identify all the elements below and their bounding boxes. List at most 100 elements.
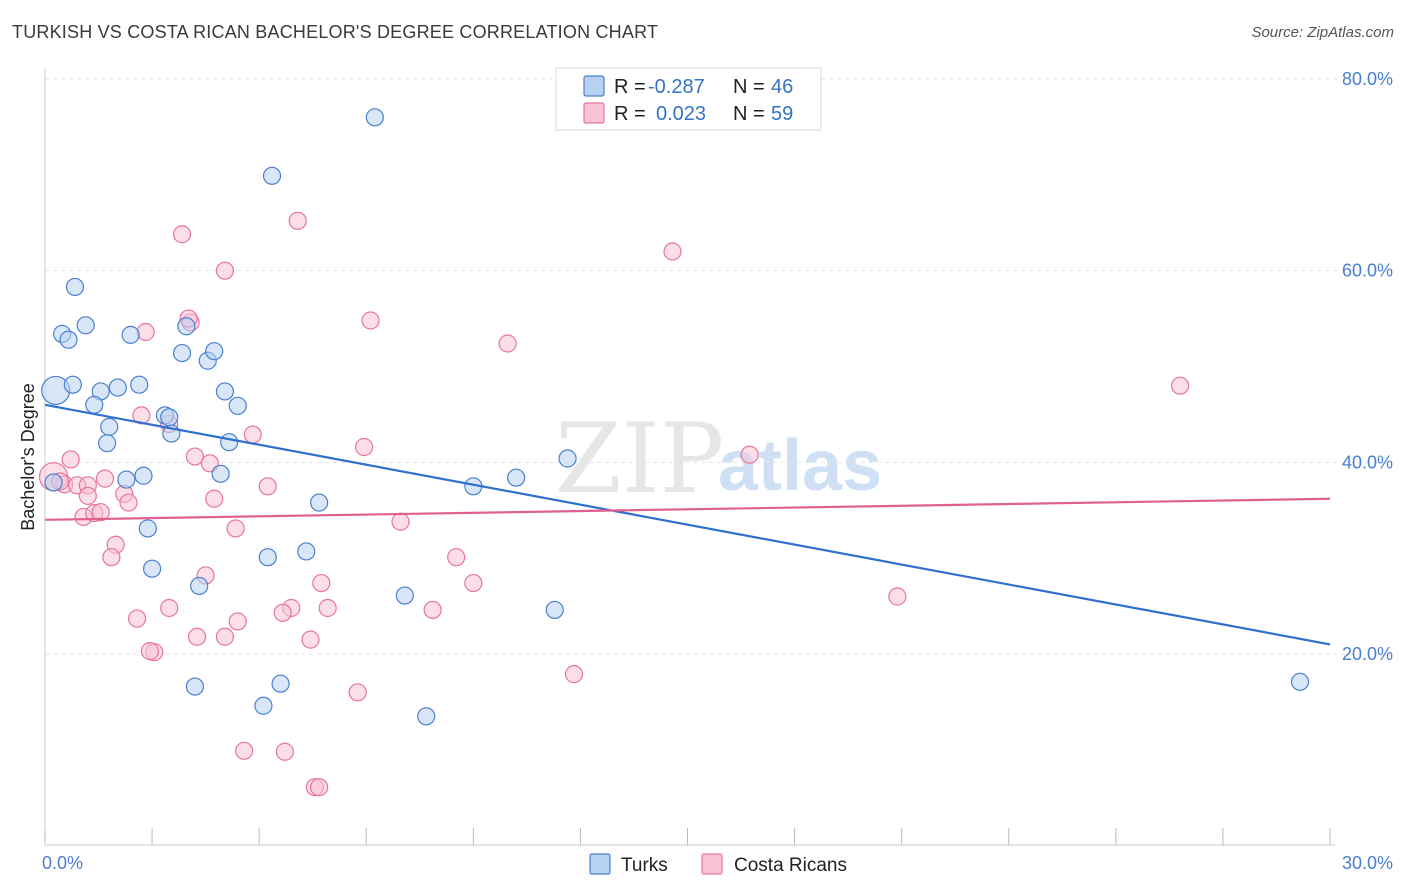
data-point [172, 343, 192, 363]
data-point [98, 434, 117, 453]
chart-title: TURKISH VS COSTA RICAN BACHELOR'S DEGREE… [12, 22, 659, 42]
data-point [100, 417, 119, 436]
data-point [228, 396, 247, 415]
x-tick-labels: 0.0% 30.0% [42, 853, 1393, 873]
data-point [262, 166, 282, 185]
data-point [65, 277, 85, 297]
x-ticks [44, 828, 1331, 845]
data-point [663, 242, 682, 261]
data-point [297, 542, 316, 561]
data-point [119, 493, 138, 512]
data-point [177, 317, 196, 336]
data-point [130, 375, 149, 394]
data-point [355, 437, 374, 457]
x-tick-label: 0.0% [42, 853, 83, 873]
data-point [545, 600, 564, 620]
legend-turks-r-label: R = [614, 76, 646, 98]
data-point [215, 627, 234, 646]
data-point [1170, 376, 1190, 395]
axes [44, 68, 1335, 846]
data-point [564, 665, 584, 684]
data-point [140, 642, 160, 661]
data-point [361, 311, 380, 330]
data-point [740, 445, 759, 464]
data-point [447, 548, 466, 567]
legend-turks-n-label: N = [733, 76, 765, 98]
data-point [211, 464, 230, 483]
data-point [888, 587, 907, 606]
bottom-legend-costa-label: Costa Ricans [734, 855, 847, 876]
data-point [78, 486, 97, 505]
data-point [59, 330, 78, 349]
data-point [127, 609, 147, 628]
costa-trend-line [44, 497, 1331, 521]
turks-points [41, 74, 1310, 726]
data-point [108, 378, 127, 397]
y-tick-labels: 20.0% 40.0% 60.0% 80.0% [1342, 69, 1393, 664]
data-point [310, 778, 329, 797]
data-point [138, 519, 157, 538]
data-point [312, 573, 331, 593]
data-point [76, 316, 95, 335]
legend-costa-r-label: R = [614, 103, 646, 125]
y-tick-label: 40.0% [1342, 452, 1393, 472]
data-point [258, 477, 277, 496]
data-point [365, 108, 384, 127]
data-point [205, 342, 224, 361]
bottom-legend: Turks Costa Ricans [589, 853, 847, 876]
data-point [117, 470, 136, 489]
trend-lines [44, 403, 1331, 646]
legend-costa-r-value: 0.023 [656, 103, 706, 125]
data-point [348, 683, 367, 702]
data-point [271, 674, 290, 693]
data-point [243, 425, 262, 444]
data-point [160, 408, 179, 427]
legend-turks-r-value: -0.287 [648, 76, 705, 98]
data-point [190, 576, 209, 596]
data-point [417, 707, 436, 726]
data-point [275, 742, 294, 761]
data-point [464, 573, 483, 593]
legend-turks-swatch [583, 75, 605, 97]
bottom-legend-costa-swatch [701, 853, 723, 875]
legend-costa-n-label: N = [733, 103, 765, 125]
data-point [160, 598, 179, 618]
data-point [187, 627, 207, 646]
data-point [310, 493, 329, 512]
x-tick-label: 30.0% [1342, 853, 1393, 873]
data-point [215, 261, 234, 280]
data-point [228, 612, 247, 631]
data-point [318, 598, 337, 618]
data-point [558, 449, 577, 468]
data-point [121, 325, 140, 344]
watermark-zip: ZIP [555, 403, 724, 515]
data-point [95, 469, 115, 488]
watermark-atlas: atlas [718, 426, 882, 506]
data-point [142, 559, 162, 578]
data-point [215, 382, 234, 401]
data-point [172, 225, 192, 244]
data-point [423, 600, 442, 620]
y-axis-label: Bachelor's Degree [18, 383, 38, 531]
data-point [235, 741, 254, 760]
data-point [1290, 672, 1310, 691]
data-point [507, 468, 526, 487]
data-point [61, 450, 80, 469]
data-point [301, 630, 320, 649]
data-point [91, 503, 110, 522]
gridlines [45, 78, 1392, 655]
legend-costa-n-value: 59 [771, 103, 793, 125]
data-point [226, 519, 245, 538]
data-point [220, 433, 239, 452]
data-point [273, 603, 292, 622]
data-point [498, 334, 517, 353]
data-point [134, 466, 153, 485]
costa-ricans-points [38, 211, 1190, 797]
bottom-legend-turks-label: Turks [621, 855, 668, 876]
data-point [63, 375, 82, 394]
data-point [185, 677, 205, 696]
data-point [205, 489, 224, 508]
y-tick-label: 60.0% [1342, 261, 1393, 281]
legend: R = -0.287 N = 46 R = 0.023 N = 59 [555, 67, 822, 131]
